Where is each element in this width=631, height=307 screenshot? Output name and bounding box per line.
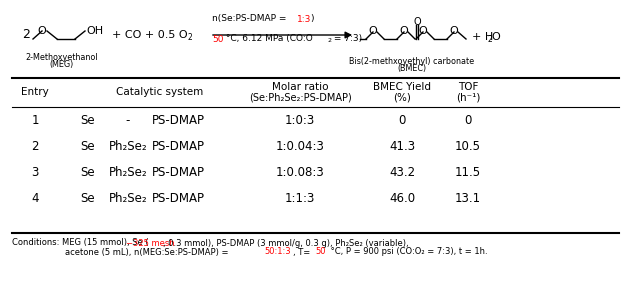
- Text: 13.1: 13.1: [455, 192, 481, 205]
- Text: 50: 50: [212, 34, 223, 44]
- Text: , T=: , T=: [293, 247, 313, 257]
- Text: 3: 3: [32, 166, 38, 180]
- Text: 4: 4: [32, 192, 38, 205]
- Text: (BMEC): (BMEC): [398, 64, 427, 73]
- Text: PS-DMAP: PS-DMAP: [151, 166, 204, 180]
- Text: 2-Methoxyethanol: 2-Methoxyethanol: [26, 53, 98, 62]
- Text: , 0.3 mmol), PS-DMAP (3 mmol/g, 0.3 g), Ph₂Se₂ (variable),: , 0.3 mmol), PS-DMAP (3 mmol/g, 0.3 g), …: [163, 239, 409, 247]
- Text: 50: 50: [315, 247, 326, 257]
- Text: 46.0: 46.0: [389, 192, 415, 205]
- Text: 43.2: 43.2: [389, 166, 415, 180]
- Text: 2: 2: [22, 29, 30, 41]
- Text: PS-DMAP: PS-DMAP: [151, 192, 204, 205]
- Text: Catalytic system: Catalytic system: [116, 87, 204, 97]
- Text: Ph₂Se₂: Ph₂Se₂: [109, 192, 147, 205]
- Text: + H: + H: [472, 32, 493, 42]
- Text: 0: 0: [398, 115, 406, 127]
- Text: = 7:3): = 7:3): [331, 34, 362, 44]
- Text: + CO + 0.5 O: + CO + 0.5 O: [112, 30, 187, 40]
- Text: 2: 2: [327, 38, 331, 44]
- Text: OH: OH: [86, 26, 103, 36]
- Text: acetone (5 mL), n(MEG:Se:PS-DMAP) =: acetone (5 mL), n(MEG:Se:PS-DMAP) =: [65, 247, 231, 257]
- Text: n(Se:PS-DMAP =: n(Se:PS-DMAP =: [212, 14, 289, 24]
- Text: O: O: [399, 26, 408, 36]
- Text: Molar ratio: Molar ratio: [272, 82, 328, 92]
- Text: (h⁻¹): (h⁻¹): [456, 93, 480, 103]
- Text: −325 mesh: −325 mesh: [126, 239, 175, 247]
- Text: 2: 2: [188, 33, 192, 42]
- Text: O: O: [413, 17, 421, 27]
- Text: 2: 2: [32, 141, 38, 154]
- Text: Entry: Entry: [21, 87, 49, 97]
- Text: (MEG): (MEG): [50, 60, 74, 69]
- Text: O: O: [369, 26, 377, 36]
- Text: O: O: [418, 26, 427, 36]
- Text: 1:0.04:3: 1:0.04:3: [276, 141, 324, 154]
- Text: Bis(2-methxoyethyl) carbonate: Bis(2-methxoyethyl) carbonate: [350, 57, 475, 66]
- Text: 0: 0: [464, 115, 472, 127]
- Text: PS-DMAP: PS-DMAP: [151, 141, 204, 154]
- Text: PS-DMAP: PS-DMAP: [151, 115, 204, 127]
- Text: Se: Se: [81, 141, 95, 154]
- Text: O: O: [450, 26, 458, 36]
- Text: 10.5: 10.5: [455, 141, 481, 154]
- Text: 11.5: 11.5: [455, 166, 481, 180]
- Text: Se: Se: [81, 115, 95, 127]
- Text: 41.3: 41.3: [389, 141, 415, 154]
- Text: 1:0.08:3: 1:0.08:3: [276, 166, 324, 180]
- Text: BMEC Yield: BMEC Yield: [373, 82, 431, 92]
- Text: Ph₂Se₂: Ph₂Se₂: [109, 166, 147, 180]
- Text: 1:1:3: 1:1:3: [285, 192, 316, 205]
- Text: 2: 2: [487, 36, 492, 45]
- Text: Se: Se: [81, 192, 95, 205]
- Text: Conditions: MEG (15 mmol), Se (: Conditions: MEG (15 mmol), Se (: [12, 239, 149, 247]
- Text: 1:3: 1:3: [297, 14, 311, 24]
- Text: Ph₂Se₂: Ph₂Se₂: [109, 141, 147, 154]
- Text: (%): (%): [393, 93, 411, 103]
- Text: O: O: [491, 32, 500, 42]
- Text: °C, 6.12 MPa (CO:O: °C, 6.12 MPa (CO:O: [223, 34, 313, 44]
- Text: 50:1:3: 50:1:3: [264, 247, 291, 257]
- Text: O: O: [38, 26, 46, 36]
- Text: 1: 1: [32, 115, 38, 127]
- Text: ): ): [310, 14, 314, 24]
- Text: -: -: [126, 115, 130, 127]
- Text: °C, P = 900 psi (CO:O₂ = 7:3), t = 1h.: °C, P = 900 psi (CO:O₂ = 7:3), t = 1h.: [328, 247, 488, 257]
- Text: 1:0:3: 1:0:3: [285, 115, 315, 127]
- Text: (Se:Ph₂Se₂:PS-DMAP): (Se:Ph₂Se₂:PS-DMAP): [249, 93, 351, 103]
- Text: Se: Se: [81, 166, 95, 180]
- Text: TOF: TOF: [458, 82, 478, 92]
